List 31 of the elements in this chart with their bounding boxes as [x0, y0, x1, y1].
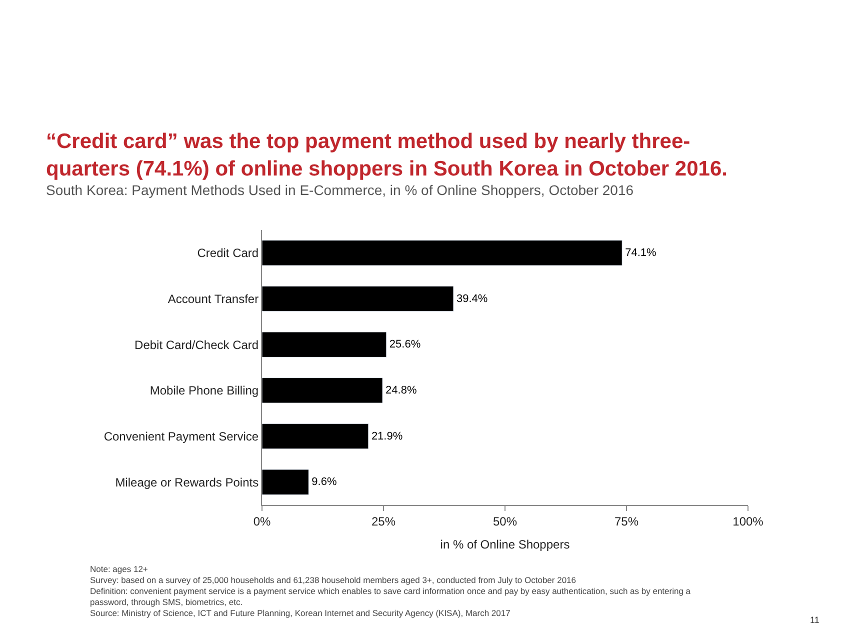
data-label: 21.9% — [371, 430, 403, 442]
data-label: 25.6% — [389, 338, 421, 351]
data-label: 24.8% — [386, 384, 417, 396]
y-tick-label: Debit Card/Check Card — [134, 338, 259, 352]
bar — [262, 423, 369, 450]
data-label: 39.4% — [456, 292, 488, 305]
x-tick-label: 0% — [253, 514, 271, 528]
text: Definition: convenient payment service is a payment service which enables to save card information once and pay by easy authentication, such as by entering a password, through SMS, biometrics, etc. — [90, 586, 691, 608]
text: Survey: based on a survey of 25,000 households and 61,238 household members aged 3+, conducted from July to October 2016 — [90, 575, 576, 585]
bar — [262, 332, 387, 358]
y-tick-label: Convenient Payment Service — [104, 429, 259, 444]
text: 11 — [810, 615, 820, 625]
data-label: 9.6% — [312, 476, 337, 488]
bar — [262, 469, 309, 495]
x-axis-title: in % of Online Shoppers — [440, 537, 570, 552]
x-tick-label: 75% — [614, 514, 639, 528]
chart-subtitle: South Korea: Payment Methods Used in E-Commerce, in % of Online Shoppers, October 2016 — [46, 182, 634, 198]
y-tick-label: Mileage or Rewards Points — [115, 475, 259, 490]
y-tick-label: Account Transfer — [168, 292, 259, 306]
source-note: Source: Ministry of Science, ICT and Future Planning, Korean Internet and Security Agency (KISA), March 2017 — [90, 608, 511, 618]
data-label: 74.1% — [625, 246, 657, 259]
x-tick-label: 50% — [492, 514, 518, 528]
text: Note: ages 12+ — [90, 564, 148, 574]
x-tick-label: 25% — [371, 514, 396, 528]
y-tick-label: Credit Card — [197, 246, 259, 260]
bar — [262, 378, 383, 404]
bar — [262, 286, 454, 312]
bar — [262, 240, 622, 266]
x-tick-label: 100% — [732, 514, 764, 528]
y-tick-label: Mobile Phone Billing — [150, 384, 259, 398]
chart-title: “Credit card” was the top payment method used by nearly three-quarters (74.1%) of online shoppers in South Korea in October 2016. — [46, 130, 728, 180]
